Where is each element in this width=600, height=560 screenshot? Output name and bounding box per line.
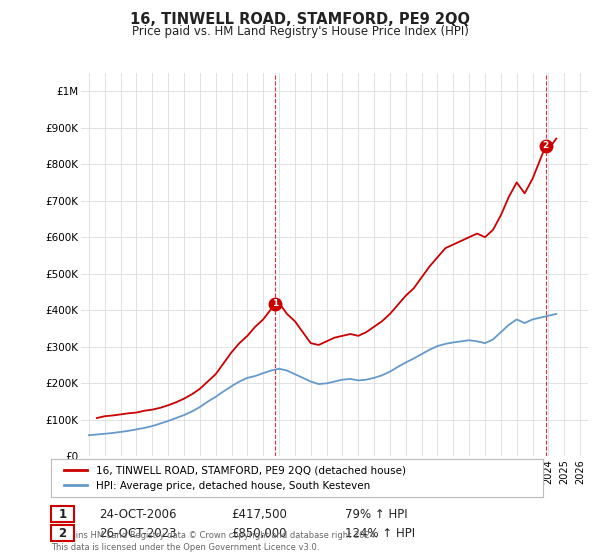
Text: Price paid vs. HM Land Registry's House Price Index (HPI): Price paid vs. HM Land Registry's House … [131,25,469,38]
Text: £850,000: £850,000 [231,526,287,540]
Text: £417,500: £417,500 [231,507,287,521]
Text: 2: 2 [542,141,549,151]
Text: 79% ↑ HPI: 79% ↑ HPI [345,507,407,521]
Legend: 16, TINWELL ROAD, STAMFORD, PE9 2QQ (detached house), HPI: Average price, detach: 16, TINWELL ROAD, STAMFORD, PE9 2QQ (det… [61,463,409,494]
Text: 24-OCT-2006: 24-OCT-2006 [99,507,176,521]
Text: Contains HM Land Registry data © Crown copyright and database right 2024.
This d: Contains HM Land Registry data © Crown c… [51,531,377,552]
Text: 1: 1 [58,507,67,521]
Text: 26-OCT-2023: 26-OCT-2023 [99,526,176,540]
Text: 1: 1 [272,300,278,309]
Text: 124% ↑ HPI: 124% ↑ HPI [345,526,415,540]
Text: 2: 2 [58,526,67,540]
Text: 16, TINWELL ROAD, STAMFORD, PE9 2QQ: 16, TINWELL ROAD, STAMFORD, PE9 2QQ [130,12,470,27]
